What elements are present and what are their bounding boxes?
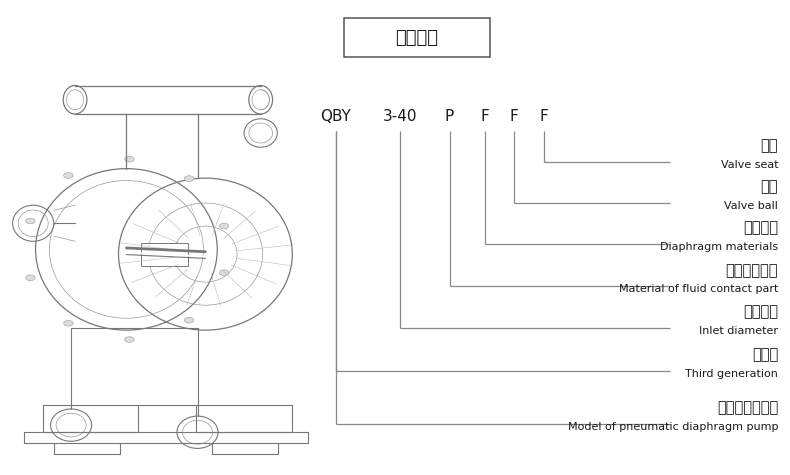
Circle shape: [125, 156, 134, 162]
Text: 阀球: 阀球: [761, 180, 778, 195]
Text: 进料口径: 进料口径: [743, 304, 778, 320]
Circle shape: [125, 337, 134, 342]
Text: 3-40: 3-40: [382, 109, 417, 124]
Circle shape: [184, 176, 194, 181]
Text: 隔膜材质: 隔膜材质: [743, 220, 778, 236]
Bar: [344, 18, 490, 57]
Circle shape: [64, 172, 73, 178]
Circle shape: [220, 270, 229, 275]
Text: Inlet diameter: Inlet diameter: [699, 326, 778, 336]
Text: Valve seat: Valve seat: [720, 160, 778, 170]
Circle shape: [25, 275, 35, 281]
Bar: [141, 243, 188, 266]
Circle shape: [64, 321, 73, 326]
Text: Model of pneumatic diaphragm pump: Model of pneumatic diaphragm pump: [568, 422, 778, 432]
Circle shape: [220, 223, 229, 229]
Text: 气动隔膜泵型号: 气动隔膜泵型号: [717, 400, 778, 416]
Text: QBY: QBY: [320, 109, 352, 124]
Text: Third generation: Third generation: [685, 369, 778, 379]
Text: F: F: [539, 109, 548, 124]
Circle shape: [184, 317, 194, 323]
Text: Valve ball: Valve ball: [724, 201, 778, 211]
Text: 第三代: 第三代: [752, 347, 778, 362]
Text: P: P: [445, 109, 454, 124]
Text: 过流部件材质: 过流部件材质: [726, 263, 778, 278]
Text: 阀座: 阀座: [761, 138, 778, 153]
Circle shape: [25, 218, 35, 224]
Text: 型号说明: 型号说明: [395, 28, 438, 47]
Text: F: F: [510, 109, 519, 124]
Text: Diaphragm materials: Diaphragm materials: [660, 242, 778, 252]
Text: Material of fluid contact part: Material of fluid contact part: [619, 284, 778, 294]
Text: F: F: [480, 109, 490, 124]
